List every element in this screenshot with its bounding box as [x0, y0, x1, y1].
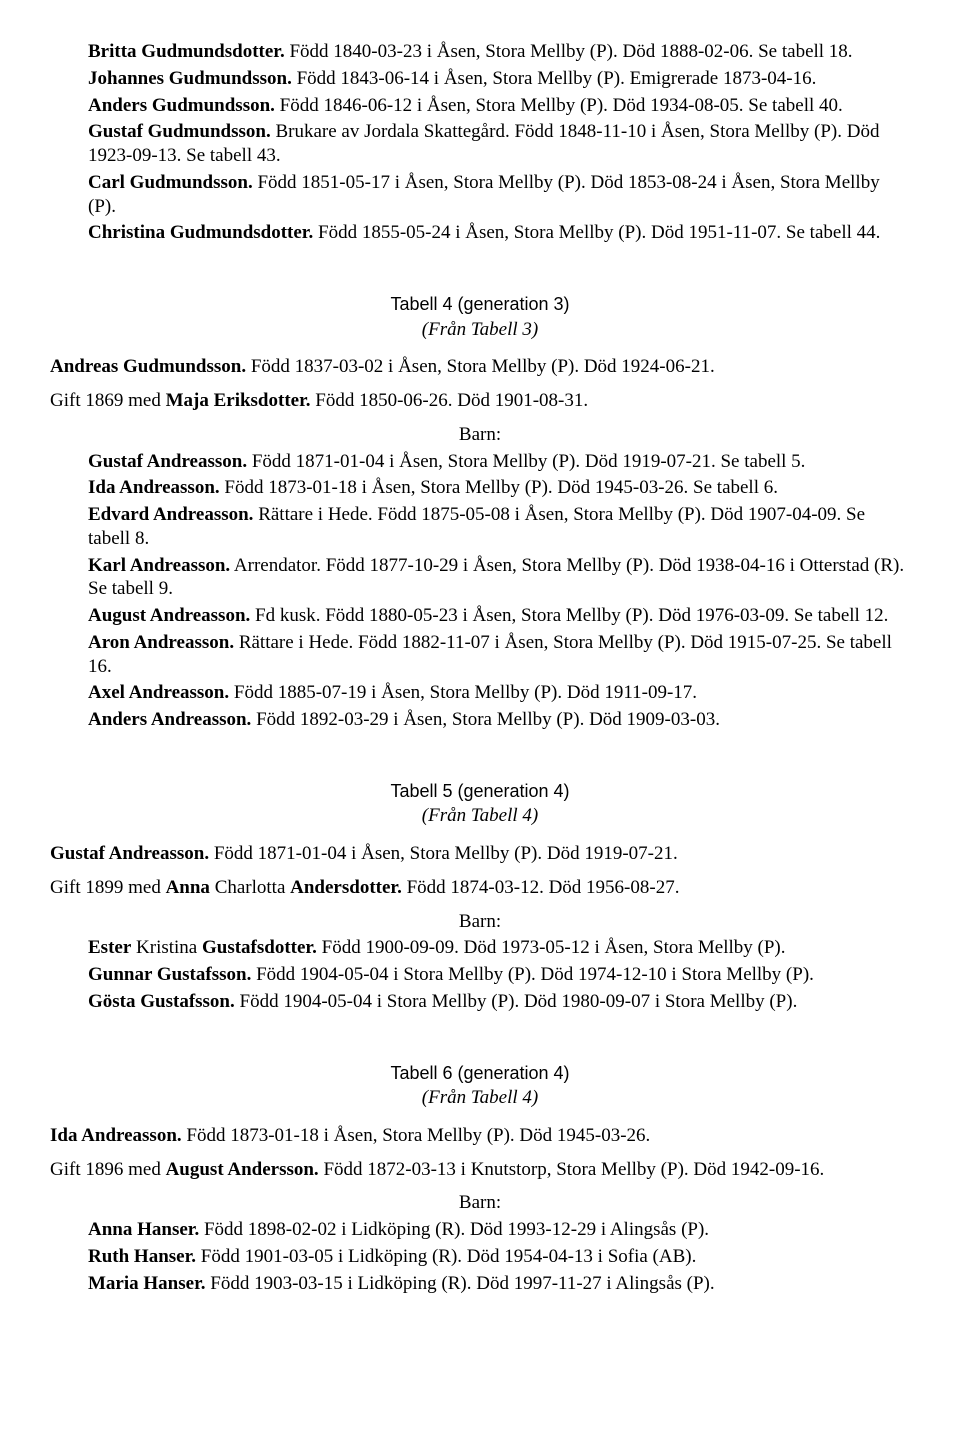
child-entry: Karl Andreasson. Arrendator. Född 1877-1…	[88, 554, 910, 602]
child-entry: Ruth Hanser. Född 1901-03-05 i Lidköping…	[88, 1245, 910, 1269]
child-entry: Edvard Andreasson. Rättare i Hede. Född …	[88, 503, 910, 551]
main-person: Ida Andreasson. Född 1873-01-18 i Åsen, …	[50, 1124, 910, 1148]
tabell-from: (Från Tabell 4)	[50, 1086, 910, 1110]
child-entry: Axel Andreasson. Född 1885-07-19 i Åsen,…	[88, 681, 910, 705]
marriage-line: Gift 1869 med Maja Eriksdotter. Född 185…	[50, 389, 910, 413]
child-entry: Anders Andreasson. Född 1892-03-29 i Åse…	[88, 708, 910, 732]
child-entry: Gunnar Gustafsson. Född 1904-05-04 i Sto…	[88, 963, 910, 987]
barn-header: Barn:	[50, 423, 910, 447]
child-entry: Ester Kristina Gustafsdotter. Född 1900-…	[88, 936, 910, 960]
child-entry: Christina Gudmundsdotter. Född 1855-05-2…	[88, 221, 910, 245]
child-entry: Gösta Gustafsson. Född 1904-05-04 i Stor…	[88, 990, 910, 1014]
child-entry: Anna Hanser. Född 1898-02-02 i Lidköping…	[88, 1218, 910, 1242]
tables-container: Tabell 4 (generation 3)(Från Tabell 3) An…	[50, 293, 910, 1295]
intro-children-list: Britta Gudmundsdotter. Född 1840-03-23 i…	[50, 40, 910, 245]
child-entry: Ida Andreasson. Född 1873-01-18 i Åsen, …	[88, 476, 910, 500]
child-entry: Maria Hanser. Född 1903-03-15 i Lidköpin…	[88, 1272, 910, 1296]
marriage-line: Gift 1899 med Anna Charlotta Andersdotte…	[50, 876, 910, 900]
child-entry: Johannes Gudmundsson. Född 1843-06-14 i …	[88, 67, 910, 91]
marriage-line: Gift 1896 med August Andersson. Född 187…	[50, 1158, 910, 1182]
tabell-from: (Från Tabell 3)	[50, 318, 910, 342]
child-entry: Gustaf Andreasson. Född 1871-01-04 i Åse…	[88, 450, 910, 474]
tabell-header: Tabell 5 (generation 4)	[50, 780, 910, 803]
tabell-header: Tabell 4 (generation 3)	[50, 293, 910, 316]
tabell-from: (Från Tabell 4)	[50, 804, 910, 828]
child-entry: Carl Gudmundsson. Född 1851-05-17 i Åsen…	[88, 171, 910, 219]
child-entry: Gustaf Gudmundsson. Brukare av Jordala S…	[88, 120, 910, 168]
child-entry: Anders Gudmundsson. Född 1846-06-12 i Ås…	[88, 94, 910, 118]
barn-header: Barn:	[50, 1191, 910, 1215]
child-entry: Britta Gudmundsdotter. Född 1840-03-23 i…	[88, 40, 910, 64]
child-entry: Aron Andreasson. Rättare i Hede. Född 18…	[88, 631, 910, 679]
barn-header: Barn:	[50, 910, 910, 934]
main-person: Andreas Gudmundsson. Född 1837-03-02 i Å…	[50, 355, 910, 379]
tabell-header: Tabell 6 (generation 4)	[50, 1062, 910, 1085]
main-person: Gustaf Andreasson. Född 1871-01-04 i Åse…	[50, 842, 910, 866]
child-entry: August Andreasson. Fd kusk. Född 1880-05…	[88, 604, 910, 628]
